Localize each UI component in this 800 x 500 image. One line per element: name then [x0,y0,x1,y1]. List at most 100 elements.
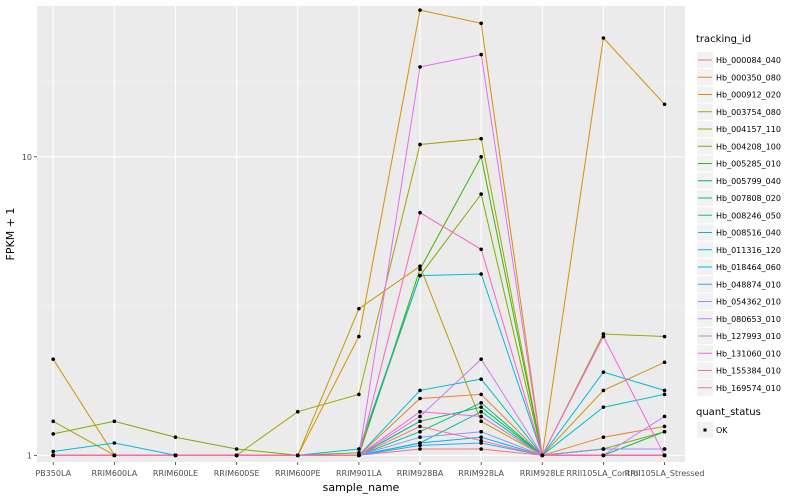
data-point [662,392,667,397]
legend-item: Hb_054362_010 [697,293,781,310]
data-point [418,409,422,414]
x-tick-label: RRIM928LE [520,469,565,478]
data-point [418,142,422,147]
legend-item: Hb_131060_010 [697,345,781,362]
legend-label: Hb_169574_010 [716,384,781,393]
data-point [662,424,667,429]
data-point [601,388,606,393]
legend2-point [703,428,707,432]
legend-label: Hb_131060_010 [716,349,781,358]
data-point [418,447,422,451]
data-point [601,435,606,440]
legend-label: Hb_003754_080 [716,108,781,117]
data-point [662,453,667,458]
data-point [418,388,422,393]
data-point [357,306,361,311]
data-point [418,419,422,424]
data-point [418,273,422,278]
data-point [662,360,667,365]
legend-label: Hb_005799_040 [716,177,781,186]
data-point [479,377,483,381]
legend-item: Hb_000350_080 [697,69,781,86]
data-point [479,435,483,440]
legend-item: Hb_005285_010 [697,155,781,172]
legend-item: Hb_007808_020 [697,190,781,206]
data-point [601,405,606,409]
legend-label: Hb_004157_110 [716,125,781,134]
data-point [601,36,606,40]
data-point [112,441,117,445]
legend2-title: quant_status [696,407,761,418]
legend2-item: OK [697,422,728,438]
data-point [479,414,483,419]
data-point [662,447,667,451]
data-point [601,332,606,336]
data-point [479,272,483,276]
data-point [51,419,56,424]
legend-tracking-id: tracking_id Hb_000084_040 Hb_000350_080 Hb… [696,34,781,396]
data-point [357,392,361,397]
data-point [479,21,483,26]
data-point [479,52,483,57]
legend-item: Hb_000912_020 [697,86,781,103]
y-tick-label: 1 [27,451,32,460]
data-point [479,357,483,361]
x-tick-label: RRII105LA_Control [566,469,640,478]
legend-item: Hb_169574_010 [697,379,781,396]
data-point [662,102,667,107]
x-tick-label: PB350LA [35,469,71,478]
data-point [601,453,606,458]
y-tick-label: 10 [22,153,32,162]
data-point [418,396,422,401]
data-point [601,370,606,374]
data-point [479,392,483,397]
data-point [662,429,667,434]
data-point [173,453,178,458]
data-point [295,409,300,414]
legend-label: Hb_054362_010 [716,298,781,307]
data-point [418,443,422,448]
data-point [112,453,117,458]
legend-item: Hb_155384_010 [697,362,781,379]
legend-label: Hb_007808_020 [716,194,781,203]
x-tick-label: RRIM901LA [336,469,382,478]
data-point [357,334,361,339]
legend2-label: OK [716,426,728,435]
x-tick-label: RRIM600LE [153,469,198,478]
legend-label: Hb_080653_010 [716,315,781,324]
legend-label: Hb_004208_100 [716,142,781,151]
legend-label: Hb_000350_080 [716,73,781,82]
x-tick-label: RRIM600SE [214,469,260,478]
data-point [418,429,422,434]
legend-label: Hb_155384_010 [716,367,781,376]
data-point [418,65,422,69]
data-point [51,449,56,454]
legend-item: Hb_018464_060 [697,259,781,275]
data-point [479,247,483,252]
legend-item: Hb_005799_040 [697,172,781,189]
data-point [479,447,483,451]
data-point [418,424,422,429]
legend-item: Hb_080653_010 [697,310,781,327]
x-tick-label: RRIM928LA [458,469,504,478]
x-tick-label: RRIM928BA [397,469,444,478]
legend-label: Hb_048874_010 [716,280,781,289]
data-point [173,435,178,440]
legend-item: Hb_000084_040 [697,52,781,68]
legend-label: Hb_005285_010 [716,160,781,169]
legend-label: Hb_011316_120 [716,246,781,255]
data-point [479,438,483,443]
data-point [479,155,483,159]
x-axis-title: sample_name [323,481,400,494]
data-point [540,453,545,458]
legend-item: Hb_127993_010 [697,328,781,344]
data-point [479,136,483,141]
x-axis: PB350LA RRIM600LA RRIM600LE RRIM600SE RRIM60… [35,462,704,478]
legend-label: Hb_000084_040 [716,56,781,65]
data-point [662,414,667,419]
data-point [601,334,606,339]
data-point [112,419,117,424]
legend-label: Hb_008516_040 [716,229,781,238]
x-tick-label: RRII105LA_Stressed [625,469,705,478]
